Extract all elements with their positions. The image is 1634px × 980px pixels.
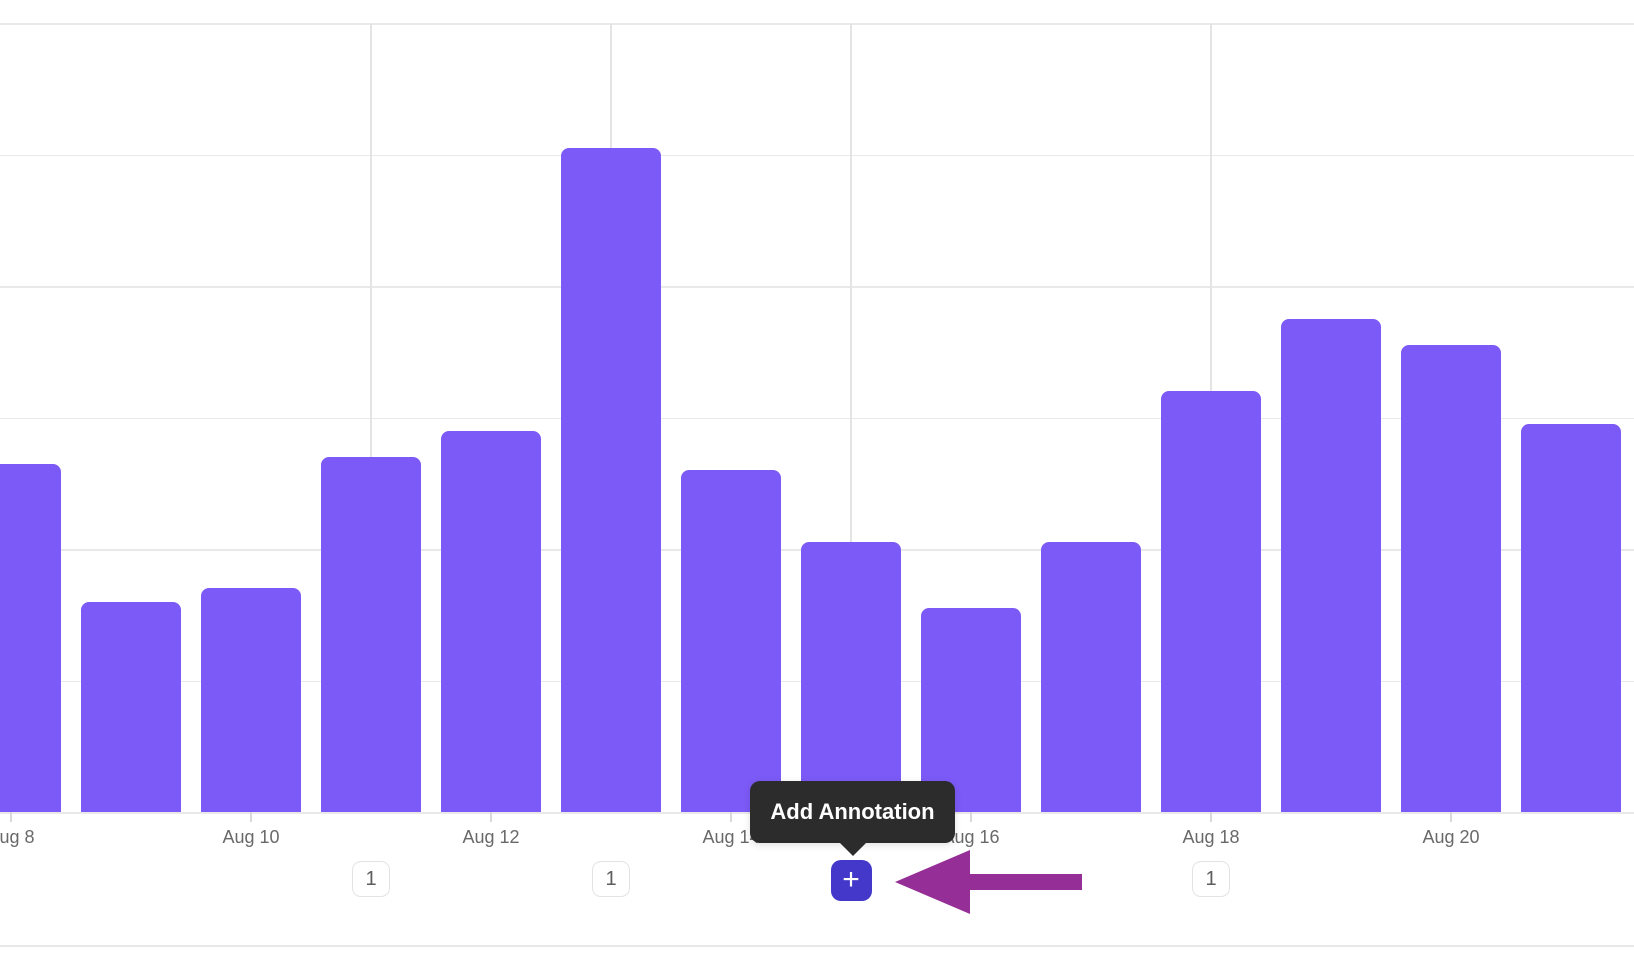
x-axis-label: Aug 12 [462, 827, 520, 847]
bar[interactable] [1521, 424, 1621, 812]
bar[interactable] [1281, 318, 1381, 812]
annotation-badge[interactable]: 1 [1192, 861, 1230, 897]
bar[interactable] [81, 601, 181, 812]
x-axis-tick [730, 812, 732, 822]
gridline-horizontal [0, 286, 1634, 288]
bar[interactable] [321, 456, 421, 812]
x-axis-tick [10, 812, 12, 822]
x-axis-label: Aug 16 [942, 827, 1000, 847]
x-axis-label: Aug 18 [1182, 827, 1240, 847]
gridline-horizontal [0, 23, 1634, 25]
x-axis-tick [970, 812, 972, 822]
plus-icon: + [842, 862, 860, 896]
annotation-guide-line [850, 23, 852, 812]
bar[interactable] [561, 147, 661, 812]
bar[interactable] [801, 542, 901, 812]
bar[interactable] [681, 470, 781, 812]
bar[interactable] [1401, 345, 1501, 812]
annotation-badge[interactable]: 1 [352, 861, 390, 897]
bar[interactable] [1041, 542, 1141, 812]
x-axis-label: Aug 10 [222, 827, 280, 847]
add-annotation-tooltip: Add Annotation [750, 781, 955, 856]
gridline-horizontal [0, 154, 1634, 156]
x-axis-tick [250, 812, 252, 822]
gridline-horizontal [0, 417, 1634, 419]
x-axis-tick [490, 812, 492, 822]
bar[interactable] [921, 608, 1021, 812]
bar[interactable] [1161, 391, 1261, 812]
x-axis-tick [1210, 812, 1212, 822]
bottom-divider [0, 945, 1634, 947]
bar[interactable] [201, 588, 301, 812]
annotation-badge[interactable]: 1 [592, 861, 630, 897]
x-axis-label: Aug 14 [702, 827, 760, 847]
bar[interactable] [0, 463, 61, 812]
x-axis-label: Aug 20 [1422, 827, 1480, 847]
annotation-guide-line [370, 23, 372, 812]
x-axis-label: Aug 8 [0, 827, 35, 847]
tooltip-label: Add Annotation [770, 799, 935, 824]
add-annotation-button[interactable]: + [830, 860, 872, 901]
bar[interactable] [441, 430, 541, 812]
x-axis-tick [1450, 812, 1452, 822]
